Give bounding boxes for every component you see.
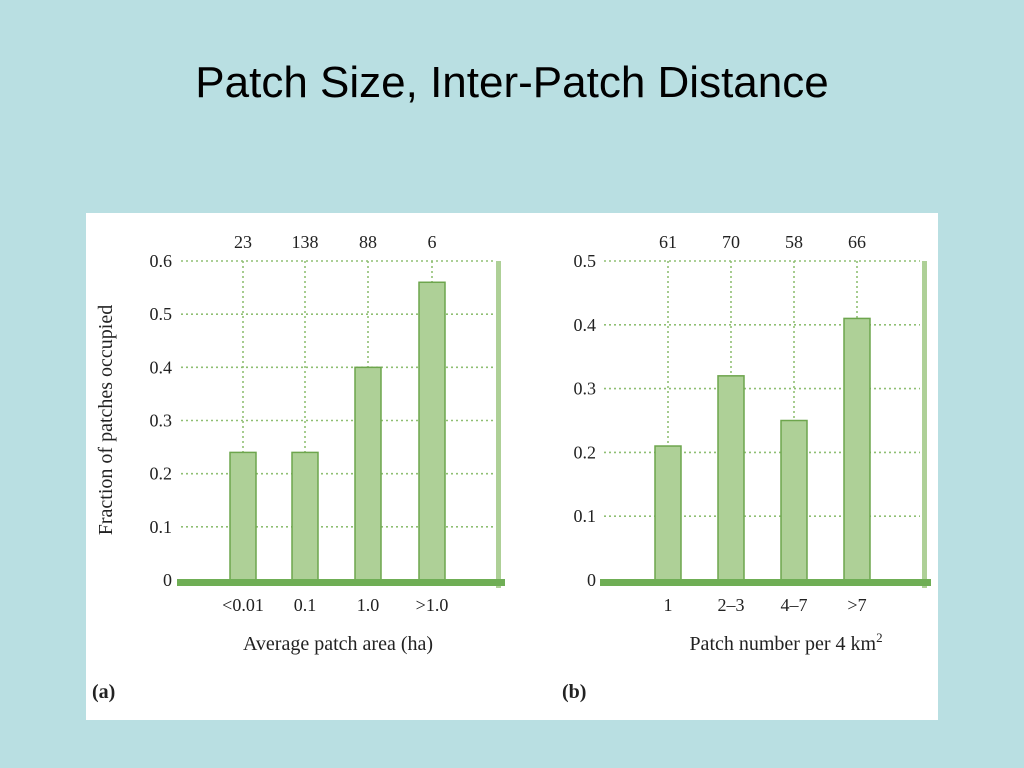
x-axis-baseline	[600, 579, 931, 586]
slide-title: Patch Size, Inter-Patch Distance	[195, 58, 829, 107]
plot-right-edge	[922, 261, 927, 588]
y-tick-label: 0.5	[150, 304, 173, 324]
x-axis-label-text: Average patch area (ha)	[243, 633, 433, 655]
y-tick-label: 0	[163, 570, 172, 590]
x-axis-label-superscript: 2	[876, 630, 883, 645]
bar	[229, 451, 257, 581]
bar	[780, 419, 808, 581]
figure-svg: 0 0.1 0.2 0.3 0.4 0.5 0.6 23 138 88 6 <0.01 0.1 1.0 >1…	[92, 232, 931, 703]
panel-label: (b)	[562, 681, 586, 703]
y-tick-label: 0.2	[150, 464, 173, 484]
x-tick-label: 2–3	[718, 595, 745, 615]
sample-size-label: 88	[359, 232, 377, 252]
panel-label: (a)	[92, 681, 115, 703]
bar	[354, 366, 382, 581]
x-axis-label: Average patch area (ha)	[243, 633, 433, 655]
y-tick-label: 0.6	[150, 251, 173, 271]
bar	[418, 281, 446, 581]
y-tick-label: 0.2	[574, 442, 597, 462]
bar	[843, 317, 871, 581]
y-tick-label: 0.5	[574, 251, 597, 271]
y-tick-label: 0.4	[150, 357, 173, 377]
sample-size-label: 138	[292, 232, 319, 252]
y-tick-label: 0.1	[574, 506, 597, 526]
x-axis-label-text: Patch number per 4 km	[689, 633, 876, 655]
x-tick-label: 1	[664, 595, 673, 615]
x-tick-label: 4–7	[781, 595, 808, 615]
sample-size-label: 6	[428, 232, 437, 252]
x-axis-baseline	[177, 579, 505, 586]
bar	[717, 375, 745, 581]
sample-size-label: 66	[848, 232, 866, 252]
x-axis-label: Patch number per 4 km2	[689, 630, 882, 655]
x-tick-label: 1.0	[357, 595, 380, 615]
sample-size-label: 23	[234, 232, 252, 252]
figure-panel: 0 0.1 0.2 0.3 0.4 0.5 0.6 23 138 88 6 <0.01 0.1 1.0 >1…	[86, 213, 938, 720]
y-tick-label: 0.4	[574, 315, 597, 335]
sample-size-label: 61	[659, 232, 677, 252]
y-axis-label: Fraction of patches occupied	[95, 305, 117, 535]
x-tick-label: 0.1	[294, 595, 317, 615]
y-tick-label: 0.3	[150, 411, 173, 431]
sample-size-label: 70	[722, 232, 740, 252]
y-tick-label: 0.1	[150, 517, 173, 537]
x-tick-label: >7	[847, 595, 866, 615]
bar	[654, 445, 682, 581]
bar	[291, 451, 319, 581]
plot-right-edge	[496, 261, 501, 588]
sample-size-label: 58	[785, 232, 803, 252]
y-tick-label: 0.3	[574, 379, 597, 399]
x-tick-label: <0.01	[222, 595, 264, 615]
y-tick-label: 0	[587, 570, 596, 590]
x-tick-label: >1.0	[416, 595, 449, 615]
